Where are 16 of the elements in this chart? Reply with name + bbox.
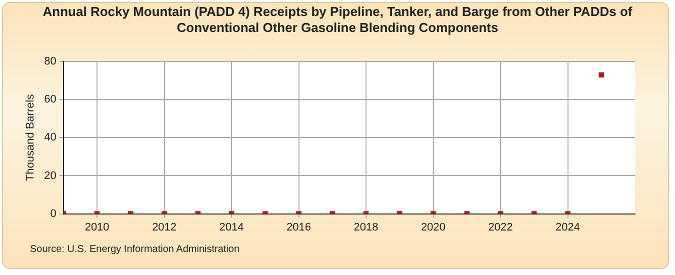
x-tick-label: 2014: [219, 221, 244, 234]
x-tick-label: 2020: [421, 221, 446, 234]
x-tick-label: 2022: [488, 221, 513, 234]
x-tick-label: 2010: [84, 221, 110, 234]
source-note: Source: U.S. Energy Information Administration: [30, 244, 240, 255]
y-tick-label: 60: [44, 94, 56, 106]
x-tick-label: 2012: [152, 221, 177, 234]
x-tick-label: 2024: [556, 221, 580, 234]
y-tick-label: 0: [50, 208, 56, 220]
y-axis-title: Thousand Barrels: [24, 94, 37, 182]
x-tick-label: 2018: [354, 221, 378, 234]
y-tick-label: 40: [44, 132, 56, 144]
chart-title: Annual Rocky Mountain (PADD 4) Receipts by Pipeline, Tanker, and Barge from Other PADDs of Conventional Other Gasoline Blending Components: [42, 4, 634, 36]
y-tick-label: 20: [44, 170, 56, 182]
x-tick-label: 2016: [286, 221, 312, 234]
y-tick-label: 80: [44, 56, 56, 68]
